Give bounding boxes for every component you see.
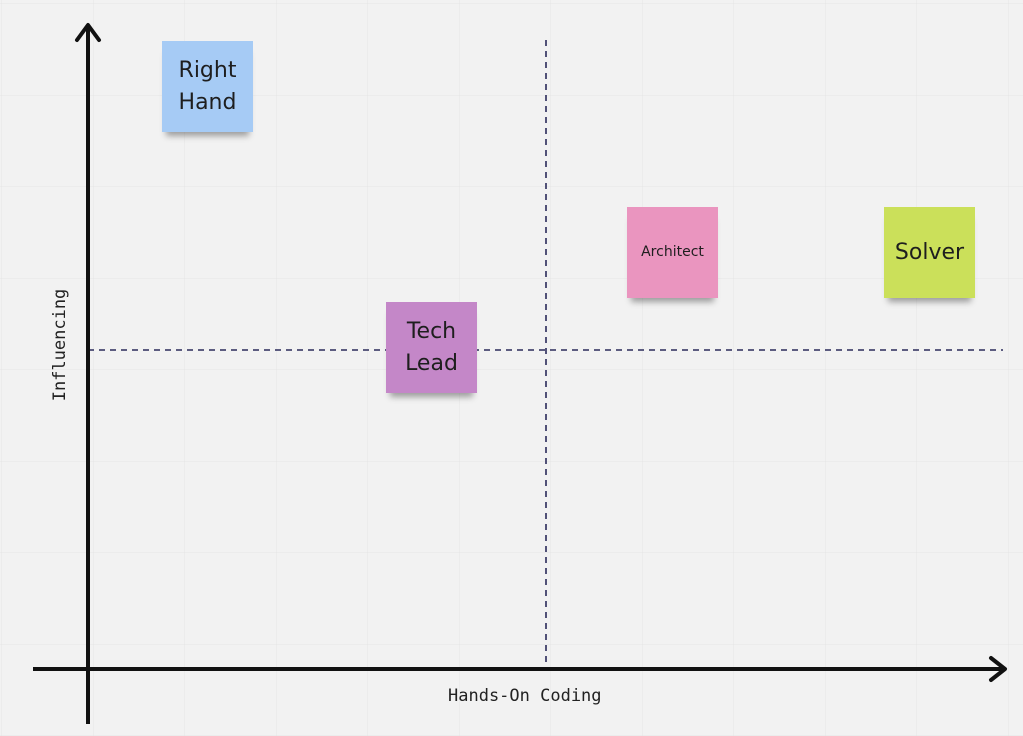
note-text: Architect — [641, 244, 704, 261]
x-axis — [33, 656, 1007, 682]
y-axis-label: Influencing — [50, 288, 70, 402]
y-axis — [75, 23, 101, 724]
note-text: Tech Lead — [405, 318, 458, 376]
sticky-note-solver[interactable]: Solver — [884, 207, 975, 298]
note-text: Solver — [894, 239, 965, 265]
x-axis-label: Hands-On Coding — [448, 686, 602, 706]
sticky-note-right-hand[interactable]: Right Hand — [162, 41, 253, 132]
y-axis-arrow-icon — [75, 23, 101, 42]
sticky-note-tech-lead[interactable]: Tech Lead — [386, 302, 477, 393]
note-text: Right Hand — [178, 57, 237, 115]
x-axis-arrow-icon — [989, 656, 1007, 682]
sticky-note-architect[interactable]: Architect — [627, 207, 718, 298]
